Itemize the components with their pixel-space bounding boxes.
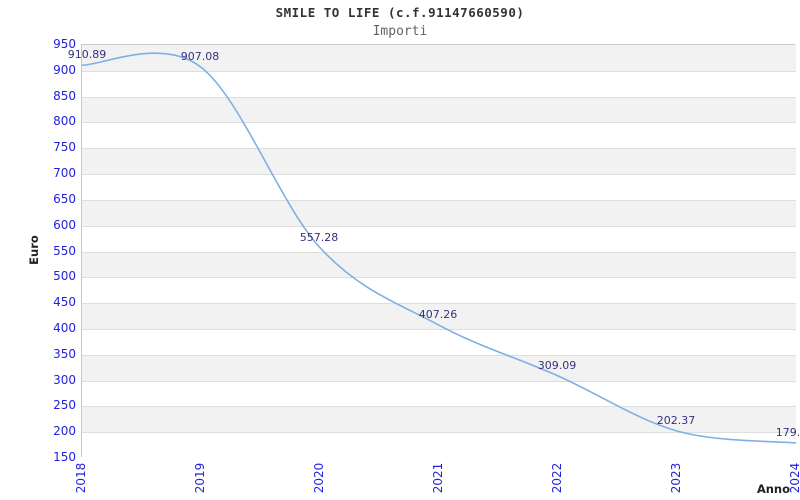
background-band [82,174,796,200]
y-tick-label: 550 [53,243,76,258]
y-tick-label: 650 [53,191,76,206]
y-tick-label: 250 [53,398,76,413]
y-tick-label: 300 [53,372,76,387]
x-tick-label: 2022 [550,462,564,494]
data-line-svg [82,52,796,444]
y-tick-label: 450 [53,295,76,310]
point-label: 407.26 [418,308,458,322]
y-axis-title: Euro [27,235,41,265]
gridline [82,328,796,330]
point-label: 309.09 [537,358,577,372]
y-tick-label: 750 [53,140,76,155]
background-band [82,148,796,175]
point-label: 202.37 [656,413,696,427]
gridline [82,354,796,356]
plot-area [81,44,796,458]
gridline [82,199,796,201]
x-tick-label: 2020 [312,462,326,494]
y-tick-label: 350 [53,346,76,361]
gridline [82,303,796,305]
background-band [82,96,796,123]
y-tick-label: 600 [53,217,76,232]
background-band [82,354,796,381]
point-label: 907.08 [180,50,220,64]
series-line [82,52,796,444]
x-tick-label: 2018 [74,462,88,494]
gridline [82,380,796,382]
y-tick-label: 900 [53,62,76,77]
gridline [82,70,796,72]
background-band [82,199,796,226]
y-tick-label: 800 [53,114,76,129]
background-band [82,70,796,97]
y-tick-label: 950 [53,37,76,51]
gridline [82,174,796,176]
x-axis-title: Anno [756,482,790,496]
background-band [82,225,796,252]
gridline [82,251,796,253]
gridline [82,432,796,434]
background-band [82,380,796,407]
point-label: 910.89 [67,48,107,62]
y-tick-label: 700 [53,166,76,181]
background-band [82,122,796,149]
y-tick-label: 150 [53,450,76,464]
gridline [82,277,796,279]
background-band [82,277,796,304]
x-tick-label: 2019 [193,462,207,494]
gridline [82,148,796,150]
gridline [82,96,796,98]
background-band [82,251,796,278]
y-tick-label: 400 [53,320,76,335]
y-tick-label: 500 [53,269,76,284]
gridline [82,225,796,227]
background-band [82,406,796,433]
background-band [82,328,796,355]
y-tick-label: 850 [53,88,76,103]
point-label: 179.03 [775,426,800,439]
x-tick-label: 2021 [431,462,445,494]
y-tick-label: 200 [53,424,76,439]
chart-title: SMILE TO LIFE (c.f.91147660590) [275,5,525,20]
chart-subtitle: Importi [372,24,428,39]
background-band [82,432,796,458]
gridline [82,122,796,124]
x-tick-label: 2023 [669,462,683,494]
point-label: 557.28 [299,230,339,244]
gridline [82,406,796,408]
